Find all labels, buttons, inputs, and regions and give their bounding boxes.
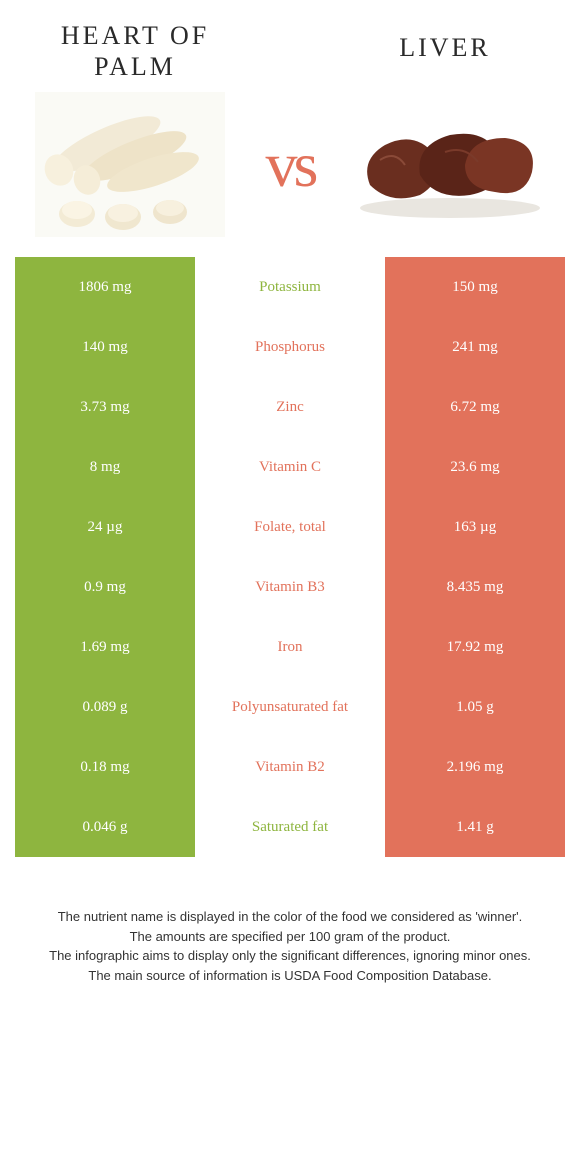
table-row: 1806 mgPotassium150 mg [15,257,565,317]
images-row: vs [15,82,565,257]
table-row: 0.9 mgVitamin B38.435 mg [15,557,565,617]
right-value: 23.6 mg [385,437,565,497]
right-food-title: Liver [345,20,545,63]
nutrient-name: Vitamin C [195,437,385,497]
nutrient-name: Saturated fat [195,797,385,857]
left-value: 0.18 mg [15,737,195,797]
nutrient-name: Zinc [195,377,385,437]
table-row: 1.69 mgIron17.92 mg [15,617,565,677]
footer-line: The nutrient name is displayed in the co… [40,907,540,927]
vs-label: vs [266,128,315,202]
nutrient-name: Polyunsaturated fat [195,677,385,737]
nutrient-name: Potassium [195,257,385,317]
footer-line: The infographic aims to display only the… [40,946,540,966]
right-value: 150 mg [385,257,565,317]
nutrient-table: 1806 mgPotassium150 mg140 mgPhosphorus24… [15,257,565,857]
table-row: 3.73 mgZinc6.72 mg [15,377,565,437]
left-value: 1.69 mg [15,617,195,677]
table-row: 140 mgPhosphorus241 mg [15,317,565,377]
nutrient-name: Vitamin B2 [195,737,385,797]
table-row: 0.046 gSaturated fat1.41 g [15,797,565,857]
liver-icon [350,110,550,220]
left-value: 0.046 g [15,797,195,857]
footer-notes: The nutrient name is displayed in the co… [15,857,565,1005]
right-value: 241 mg [385,317,565,377]
left-value: 1806 mg [15,257,195,317]
right-value: 1.05 g [385,677,565,737]
left-food-title: Heart of palm [35,20,235,82]
header: Heart of palm Liver [15,20,565,82]
right-value: 6.72 mg [385,377,565,437]
table-row: 24 µgFolate, total163 µg [15,497,565,557]
right-value: 2.196 mg [385,737,565,797]
left-value: 24 µg [15,497,195,557]
footer-line: The amounts are specified per 100 gram o… [40,927,540,947]
nutrient-name: Vitamin B3 [195,557,385,617]
right-food-image [350,92,550,237]
nutrient-name: Iron [195,617,385,677]
nutrient-name: Folate, total [195,497,385,557]
nutrient-name: Phosphorus [195,317,385,377]
table-row: 8 mgVitamin C23.6 mg [15,437,565,497]
left-value: 0.089 g [15,677,195,737]
table-row: 0.18 mgVitamin B22.196 mg [15,737,565,797]
right-value: 8.435 mg [385,557,565,617]
left-value: 140 mg [15,317,195,377]
footer-line: The main source of information is USDA F… [40,966,540,986]
infographic-container: Heart of palm Liver vs [0,0,580,1174]
left-value: 0.9 mg [15,557,195,617]
right-value: 17.92 mg [385,617,565,677]
right-value: 163 µg [385,497,565,557]
left-value: 3.73 mg [15,377,195,437]
left-food-image [30,92,230,237]
table-row: 0.089 gPolyunsaturated fat1.05 g [15,677,565,737]
right-value: 1.41 g [385,797,565,857]
heart-of-palm-icon [35,92,225,237]
left-value: 8 mg [15,437,195,497]
